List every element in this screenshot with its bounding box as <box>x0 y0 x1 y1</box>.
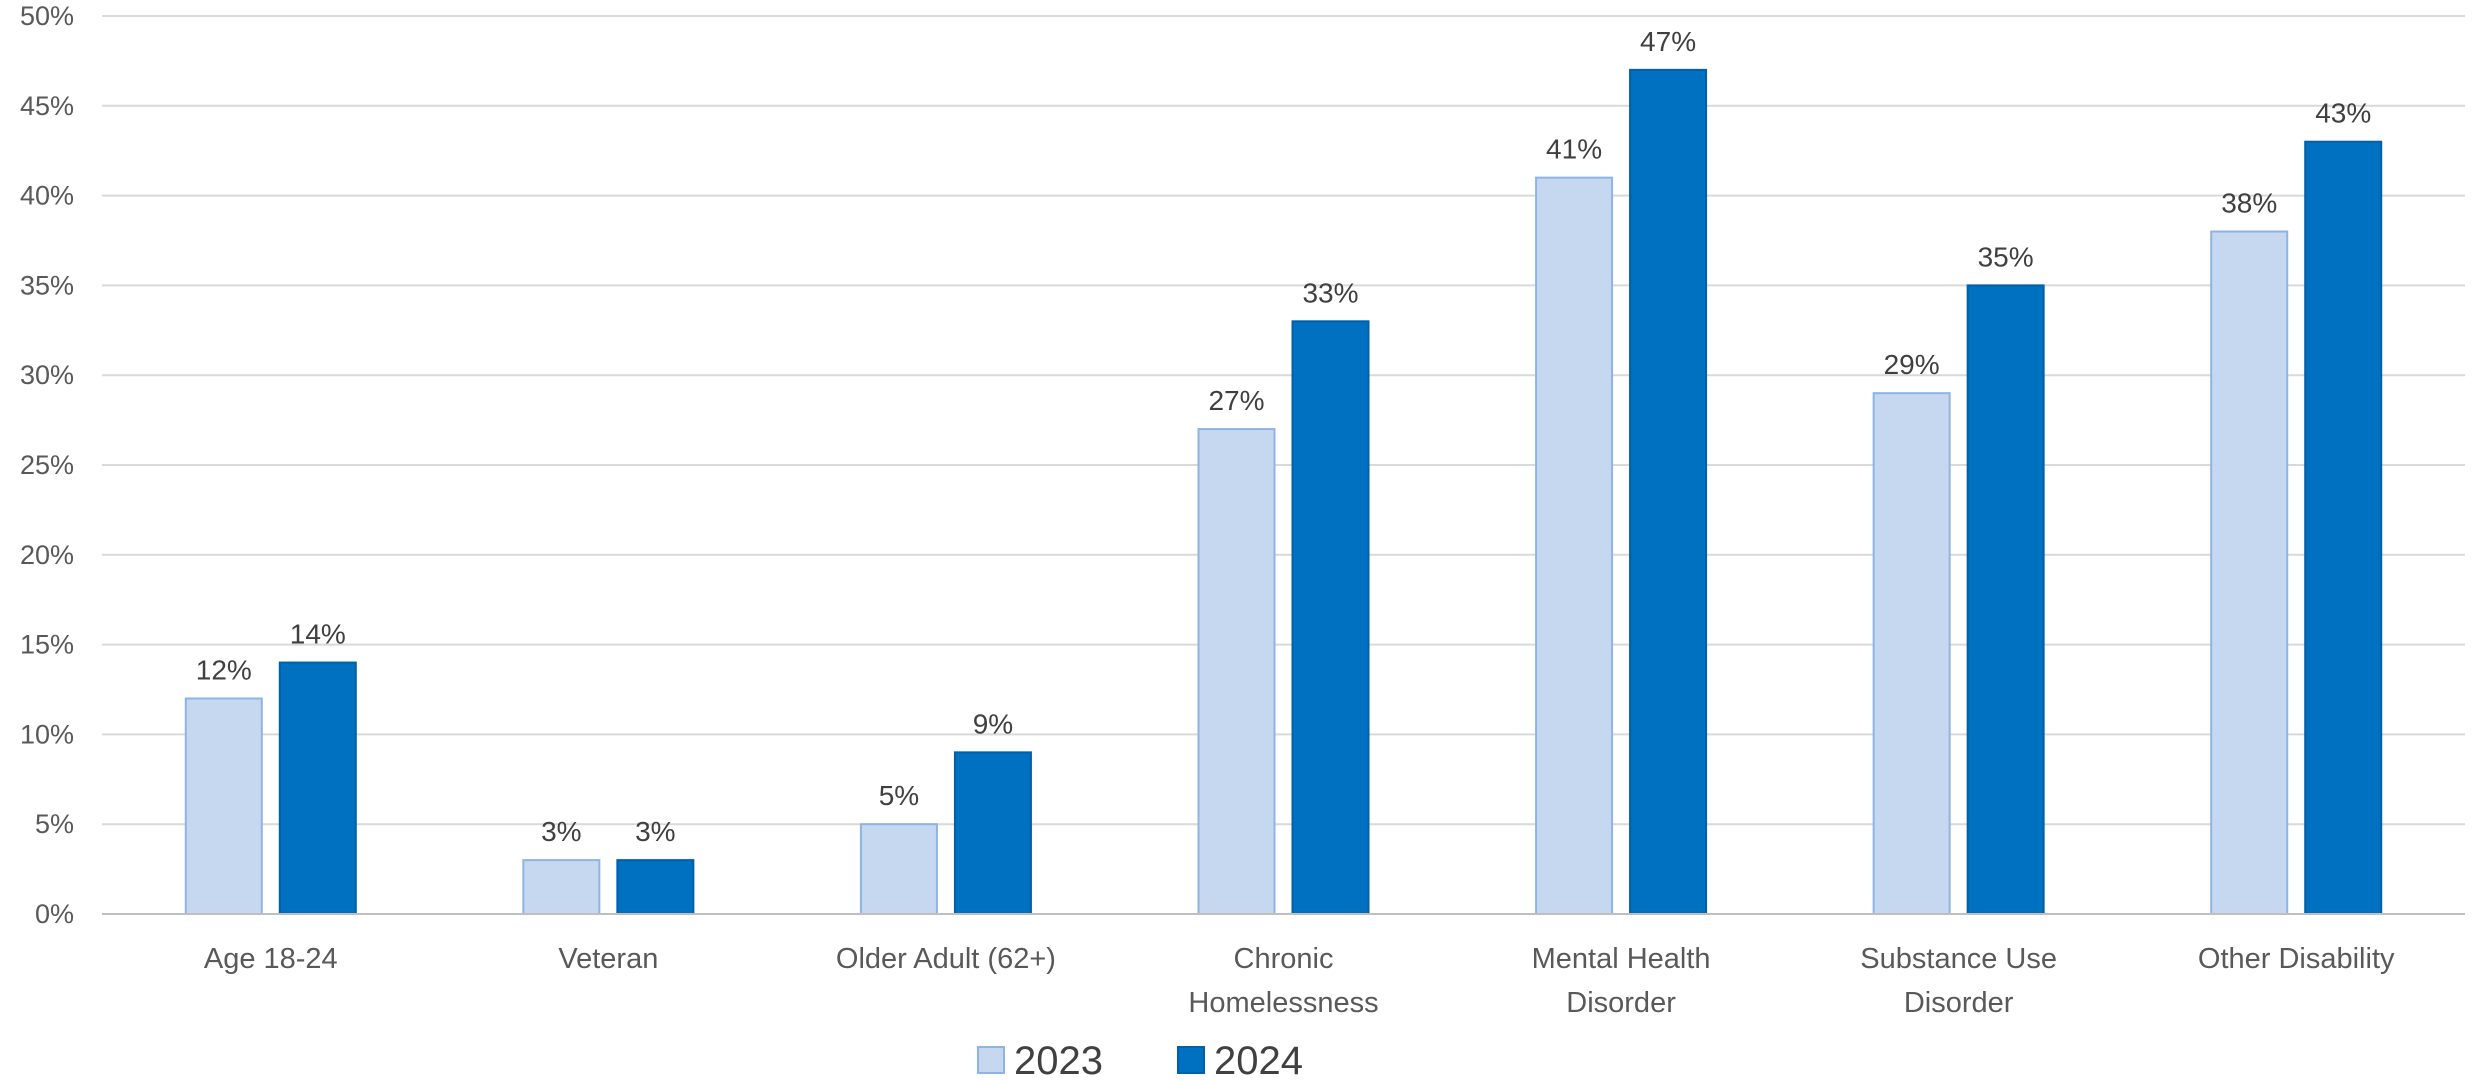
y-tick-label: 45% <box>20 91 74 121</box>
x-category-label: Chronic <box>1234 943 1334 975</box>
bar-2024-5 <box>1966 284 2045 915</box>
bar-2024-4 <box>1629 68 1708 915</box>
x-category-label: Disorder <box>1566 987 1676 1019</box>
legend-swatch-2023 <box>977 1046 1005 1074</box>
y-tick-label: 15% <box>20 630 74 660</box>
bar-2024-1 <box>616 859 695 915</box>
y-tick-label: 25% <box>20 450 74 480</box>
bar-2024-2 <box>953 751 1032 915</box>
bar-2024-3 <box>1291 320 1370 915</box>
data-label-2023-1: 3% <box>541 816 581 847</box>
x-category-label: Age 18-24 <box>204 943 338 975</box>
data-label-2024-0: 14% <box>290 619 346 650</box>
data-label-2024-4: 47% <box>1640 26 1696 57</box>
bar-2023-5 <box>1872 392 1951 916</box>
bar-2024-0 <box>278 661 357 915</box>
data-label-2024-6: 43% <box>2315 98 2371 129</box>
data-label-2023-0: 12% <box>196 654 252 685</box>
y-tick-label: 10% <box>20 719 74 749</box>
data-labels: 12% 14% 3% 3% 5% 9% 27% 33% 41% 47% 29% 35% 38% 43% <box>196 26 2371 847</box>
y-tick-label: 20% <box>20 540 74 570</box>
bar-2023-6 <box>2210 230 2289 915</box>
bar-2023-3 <box>1197 428 1276 915</box>
y-tick-label: 30% <box>20 360 74 390</box>
x-category-label: Other Disability <box>2198 943 2395 975</box>
y-tick-label: 0% <box>35 899 74 929</box>
data-label-2023-6: 38% <box>2221 188 2277 219</box>
gridlines <box>102 15 2465 826</box>
data-label-2024-5: 35% <box>1978 241 2034 272</box>
x-category-label: Homelessness <box>1188 987 1378 1019</box>
x-axis-category-labels: Age 18-24 Veteran Older Adult (62+) Chronic… <box>204 943 2395 1019</box>
bar-2023-2 <box>859 823 938 916</box>
x-category-label: Substance Use <box>1860 943 2057 975</box>
legend-label-2024: 2024 <box>1214 1039 1303 1081</box>
y-tick-label: 50% <box>20 1 74 31</box>
legend-swatch-2024 <box>1177 1046 1205 1074</box>
data-label-2024-3: 33% <box>1302 277 1358 308</box>
bar-2023-1 <box>522 859 601 915</box>
data-label-2023-5: 29% <box>1884 349 1940 380</box>
x-category-label: Veteran <box>558 943 658 975</box>
data-label-2024-2: 9% <box>973 708 1013 739</box>
data-label-2024-1: 3% <box>635 816 675 847</box>
bar-2023-4 <box>1535 176 1614 915</box>
y-tick-label: 40% <box>20 181 74 211</box>
bar-2023-0 <box>184 697 263 915</box>
x-category-label: Mental Health <box>1532 943 1711 975</box>
data-label-2023-4: 41% <box>1546 134 1602 165</box>
legend: 2023 2024 <box>977 1039 1303 1081</box>
x-category-label: Disorder <box>1904 987 2014 1019</box>
bars <box>184 68 2383 916</box>
data-label-2023-3: 27% <box>1208 385 1264 416</box>
data-label-2023-2: 5% <box>879 780 919 811</box>
legend-label-2023: 2023 <box>1014 1039 1103 1081</box>
y-tick-label: 5% <box>35 809 74 839</box>
x-category-label: Older Adult (62+) <box>836 943 1056 975</box>
y-tick-label: 35% <box>20 270 74 300</box>
bar-2024-6 <box>2304 140 2383 916</box>
y-axis-tick-labels: 0% 5% 10% 15% 20% 25% 30% 35% 40% 45% 50% <box>20 1 74 929</box>
